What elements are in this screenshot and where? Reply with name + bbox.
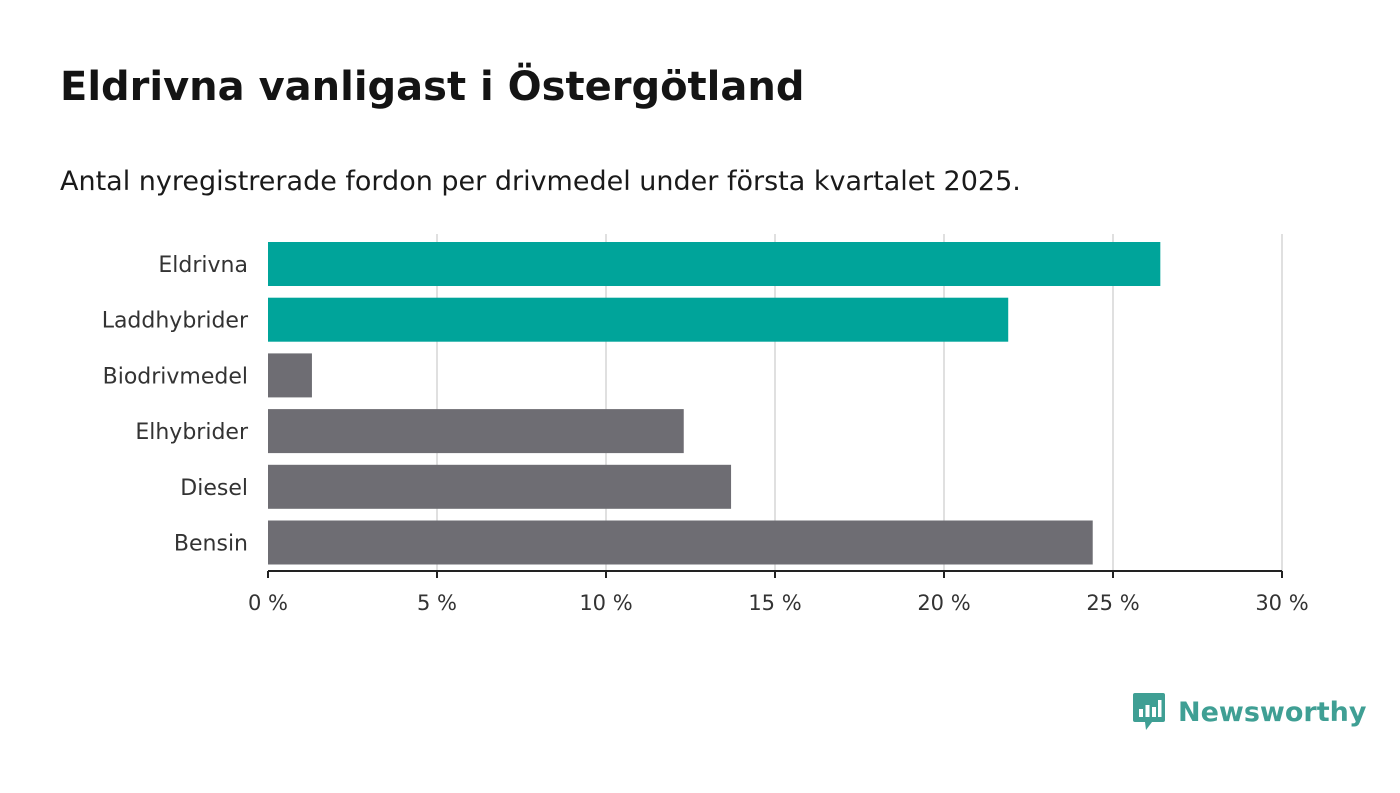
x-axis: 0 % 5 % 10 % 15 % 20 % 25 % 30 % <box>248 570 1309 615</box>
category-labels: Eldrivna Laddhybrider Biodrivmedel Elhybrid… <box>102 253 249 557</box>
brand-name: Newsworthy <box>1178 696 1367 728</box>
category-label: Elhybrider <box>135 420 249 445</box>
x-tick-label: 5 % <box>417 591 457 615</box>
bar-laddhybrider <box>268 297 1009 342</box>
newsworthy-logo: Newsworthy <box>1132 692 1366 732</box>
category-label: Diesel <box>180 476 248 501</box>
x-tick-label: 30 % <box>1255 591 1308 615</box>
x-tick-label: 15 % <box>748 591 801 615</box>
x-tick-label: 25 % <box>1086 591 1139 615</box>
bar-diesel <box>268 464 732 509</box>
bar-eldrivna <box>268 242 1161 286</box>
gridlines <box>436 234 1283 571</box>
bars <box>268 242 1161 565</box>
chart-title: Eldrivna vanligast i Östergötland <box>60 64 805 110</box>
category-label: Bensin <box>174 532 248 557</box>
category-label: Eldrivna <box>158 253 248 278</box>
bar-biodrivmedel <box>268 353 312 398</box>
bar-bensin <box>268 520 1093 565</box>
x-tick-label: 10 % <box>579 591 632 615</box>
x-tick-label: 20 % <box>917 591 970 615</box>
category-label: Biodrivmedel <box>103 364 248 389</box>
bar-elhybrider <box>268 409 684 454</box>
chart-subtitle: Antal nyregistrerade fordon per drivmede… <box>60 166 1021 197</box>
x-tick-label: 0 % <box>248 591 288 615</box>
category-label: Laddhybrider <box>102 309 249 334</box>
newsworthy-logo-icon <box>1133 693 1165 730</box>
